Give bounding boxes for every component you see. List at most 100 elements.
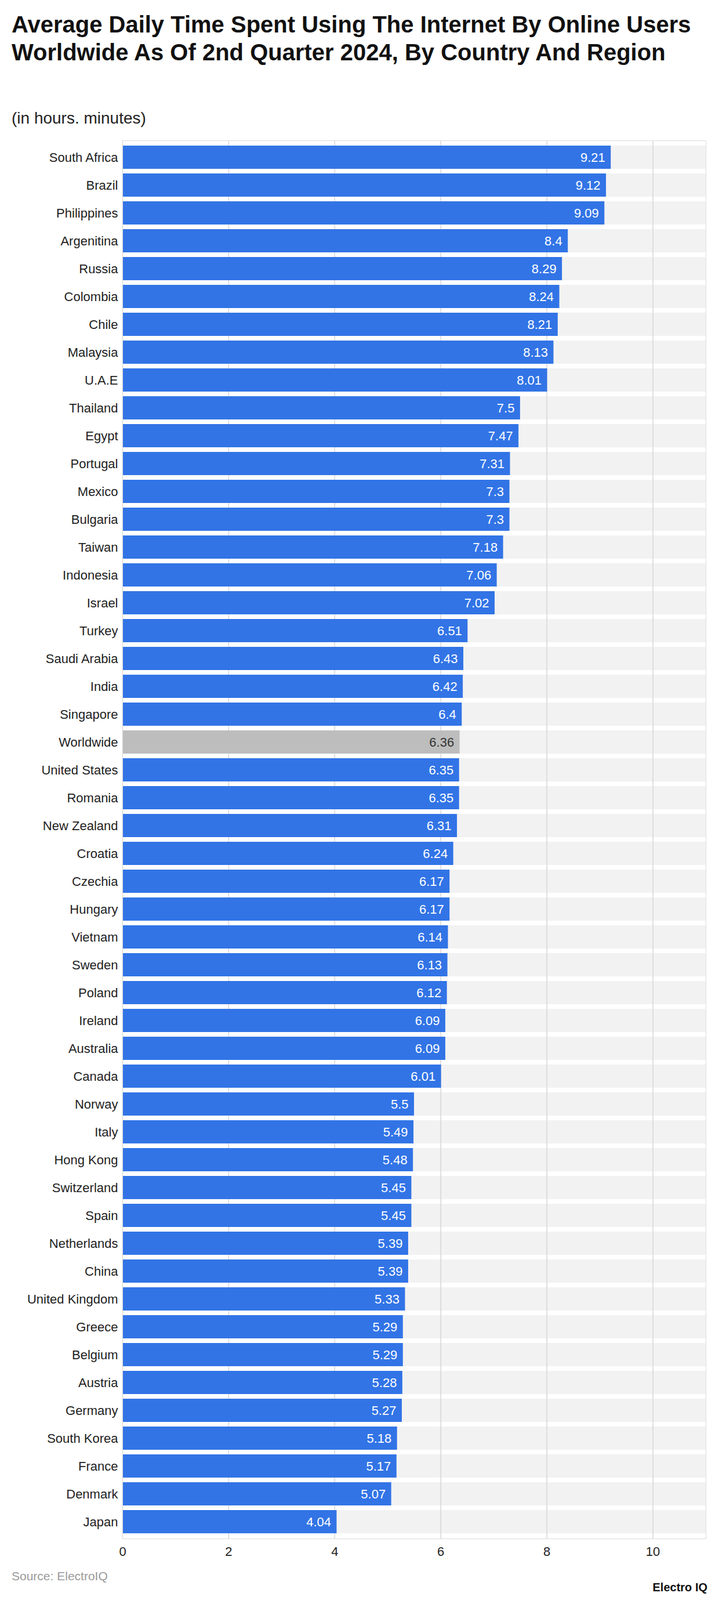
svg-text:6.13: 6.13 [416,957,442,972]
svg-text:7.02: 7.02 [464,595,490,610]
svg-text:2: 2 [224,1543,232,1559]
svg-text:Australia: Australia [68,1040,119,1056]
svg-text:6.31: 6.31 [426,818,452,833]
svg-text:6.24: 6.24 [422,845,448,861]
svg-text:Japan: Japan [83,1513,119,1529]
svg-text:5.29: 5.29 [372,1319,398,1334]
svg-text:South Africa: South Africa [49,150,119,165]
svg-text:Spain: Spain [85,1207,118,1223]
svg-text:Thailand: Thailand [69,400,118,416]
svg-text:Sweden: Sweden [71,957,119,972]
svg-text:Argenitina: Argenitina [60,233,119,249]
svg-text:Italy: Italy [94,1124,118,1139]
svg-text:6.36: 6.36 [429,734,455,750]
svg-text:6: 6 [437,1543,445,1559]
svg-text:Ireland: Ireland [78,1012,118,1028]
svg-text:Saudi Arabia: Saudi Arabia [45,651,119,666]
svg-text:5.18: 5.18 [366,1430,392,1445]
svg-text:Taiwan: Taiwan [78,539,118,555]
svg-text:France: France [78,1458,118,1473]
svg-text:6.4: 6.4 [438,706,457,722]
svg-text:Hong Kong: Hong Kong [53,1152,118,1167]
svg-text:India: India [90,678,119,694]
svg-text:5.27: 5.27 [371,1402,397,1418]
svg-text:Portugal: Portugal [70,456,119,471]
svg-text:9.09: 9.09 [574,205,599,221]
svg-text:5.45: 5.45 [380,1179,406,1195]
svg-text:7.5: 7.5 [496,400,515,416]
svg-text:7.31: 7.31 [479,456,505,471]
svg-text:6.35: 6.35 [428,762,454,777]
svg-text:Vietnam: Vietnam [71,929,118,944]
svg-text:U.A.E: U.A.E [84,372,118,388]
svg-text:5.45: 5.45 [380,1207,406,1223]
svg-text:Norway: Norway [74,1096,119,1111]
svg-text:6.14: 6.14 [417,929,443,944]
svg-text:0: 0 [118,1543,126,1559]
svg-text:8.24: 8.24 [528,289,554,304]
svg-text:Hungary: Hungary [69,901,118,917]
svg-text:Poland: Poland [78,985,119,1000]
svg-text:8.21: 8.21 [527,317,553,332]
svg-text:7.06: 7.06 [466,567,492,583]
svg-text:Turkey: Turkey [79,623,118,638]
svg-text:Brazil: Brazil [85,178,118,193]
svg-text:Malaysia: Malaysia [67,345,119,360]
svg-text:6.09: 6.09 [415,1012,441,1028]
svg-text:5.33: 5.33 [374,1291,400,1306]
svg-text:8.13: 8.13 [523,345,548,360]
svg-text:5.39: 5.39 [378,1263,403,1278]
svg-text:5.28: 5.28 [372,1374,398,1390]
svg-text:Canada: Canada [73,1068,119,1084]
svg-text:7.18: 7.18 [472,539,498,555]
svg-text:5.48: 5.48 [382,1152,408,1167]
svg-text:6.51: 6.51 [437,623,463,638]
svg-text:5.49: 5.49 [383,1124,409,1139]
svg-text:5.39: 5.39 [378,1235,403,1251]
svg-text:6.12: 6.12 [416,985,442,1000]
svg-text:8: 8 [543,1543,551,1559]
svg-text:7.3: 7.3 [486,484,505,499]
svg-text:Romania: Romania [66,790,119,805]
svg-text:7.47: 7.47 [488,428,514,443]
svg-text:8.4: 8.4 [544,233,563,249]
svg-text:5.5: 5.5 [390,1096,409,1111]
svg-text:6.43: 6.43 [433,651,459,666]
svg-text:China: China [84,1263,119,1278]
svg-text:6.42: 6.42 [432,678,458,694]
svg-text:Greece: Greece [75,1319,118,1334]
svg-text:Croatia: Croatia [77,845,119,861]
svg-text:6.35: 6.35 [428,790,454,805]
svg-text:4: 4 [331,1543,339,1559]
svg-text:Austria: Austria [78,1374,119,1390]
svg-text:Bulgaria: Bulgaria [71,511,119,527]
svg-text:Philippines: Philippines [56,205,118,221]
svg-text:New Zealand: New Zealand [42,818,119,833]
svg-text:Worldwide: Worldwide [58,734,118,750]
svg-text:South Korea: South Korea [46,1430,119,1445]
svg-text:Chile: Chile [88,317,118,332]
svg-text:Singapore: Singapore [59,706,118,722]
svg-text:7.3: 7.3 [486,511,505,527]
svg-text:Indonesia: Indonesia [62,567,119,583]
svg-text:Czechia: Czechia [71,873,119,889]
svg-text:4.04: 4.04 [306,1513,332,1529]
svg-text:Netherlands: Netherlands [49,1235,119,1251]
svg-text:6.17: 6.17 [419,873,445,889]
svg-text:9.21: 9.21 [580,150,606,165]
svg-text:Colombia: Colombia [64,289,119,304]
svg-text:6.17: 6.17 [419,901,445,917]
svg-text:9.12: 9.12 [575,178,601,193]
svg-text:5.17: 5.17 [365,1458,391,1473]
svg-text:United Kingdom: United Kingdom [27,1291,119,1306]
svg-text:8.29: 8.29 [531,261,557,277]
svg-text:6.09: 6.09 [415,1040,441,1056]
svg-text:Switzerland: Switzerland [52,1179,119,1195]
svg-text:United States: United States [41,762,118,777]
svg-text:Israel: Israel [86,595,119,610]
svg-text:5.07: 5.07 [360,1486,386,1501]
svg-text:6.01: 6.01 [410,1068,436,1084]
svg-text:Egypt: Egypt [85,428,118,443]
svg-text:Mexico: Mexico [77,484,119,499]
svg-text:Russia: Russia [78,261,119,277]
